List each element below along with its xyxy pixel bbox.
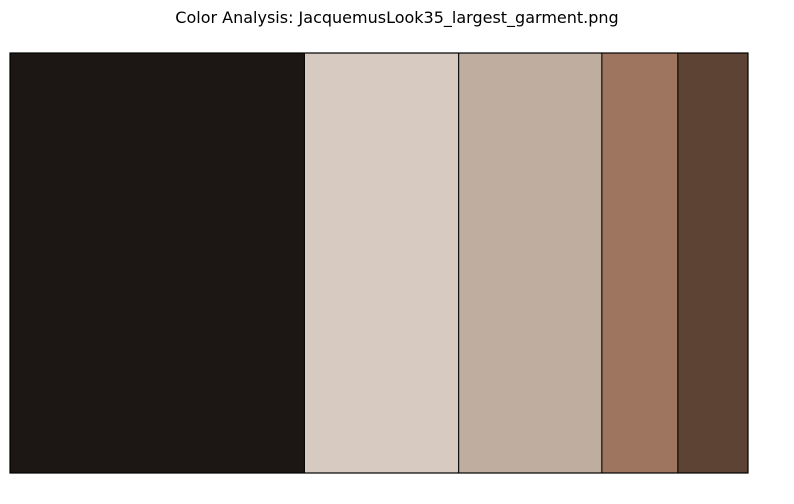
chart-title: Color Analysis: JacquemusLook35_largest_… [175, 8, 619, 27]
color-segments [9, 52, 749, 474]
color-segment-2 [303, 52, 460, 474]
color-segment-1 [9, 52, 305, 474]
color-segment-3 [458, 52, 603, 474]
color-segment-4 [601, 52, 679, 474]
color-segment-5 [677, 52, 749, 474]
plot-frame [9, 52, 749, 474]
